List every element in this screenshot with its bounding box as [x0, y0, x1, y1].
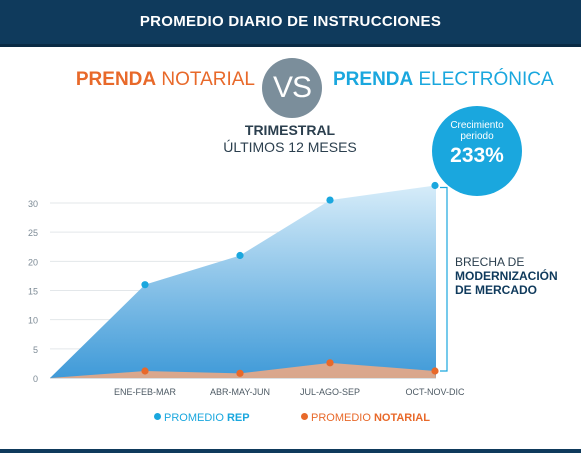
area-rep [50, 185, 436, 378]
comparison-right: PRENDA ELECTRÓNICA [333, 69, 581, 91]
footer-bar [0, 449, 581, 453]
growth-badge: Crecimiento periodo 233% [432, 106, 522, 196]
x-tick-label: ENE-FEB-MAR [114, 387, 177, 397]
gap-label-line1: BRECHA DE [455, 255, 525, 269]
point-notarial-2 [326, 359, 334, 367]
point-rep-2 [326, 196, 334, 204]
y-tick-label: 5 [33, 345, 38, 355]
vs-badge: VS [262, 58, 322, 118]
point-notarial-3 [431, 367, 439, 375]
header-bar: PROMEDIO DIARIO DE INSTRUCCIONES [0, 0, 581, 47]
y-tick-label: 15 [28, 287, 38, 297]
legend-notarial-prefix: PROMEDIO [311, 412, 374, 424]
point-rep-1 [236, 251, 244, 260]
comparison-left: PRENDA NOTARIAL [0, 69, 255, 91]
y-tick-label: 0 [33, 374, 38, 384]
x-tick-label: ABR-MAY-JUN [210, 387, 270, 397]
point-rep-0 [141, 281, 149, 289]
gap-label-line2: MODERNIZACIÓN DE MERCADO [455, 269, 558, 297]
y-tick-label: 10 [28, 316, 38, 326]
point-rep-3 [431, 181, 439, 190]
comparison-left-bold: PRENDA [75, 69, 157, 90]
legend-rep-prefix: PROMEDIO [164, 412, 227, 424]
legend-notarial-dot-icon [301, 413, 308, 420]
chart-title: PROMEDIO DIARIO DE INSTRUCCIONES [139, 13, 442, 30]
comparison-right-bold: PRENDA [333, 69, 414, 90]
legend-rep: PROMEDIO REP [154, 412, 250, 424]
y-tick-label: 30 [28, 199, 38, 209]
x-tick-label: OCT-NOV-DIC [405, 387, 465, 397]
x-tick-label: JUL-AGO-SEP [300, 387, 360, 397]
point-notarial-0 [141, 367, 149, 375]
y-tick-label: 25 [28, 228, 38, 238]
comparison-left-rest: NOTARIAL [156, 69, 255, 90]
period-title: TRIMESTRAL [244, 122, 336, 138]
y-tick-label: 20 [28, 257, 38, 267]
legend-rep-dot-icon [154, 413, 161, 420]
period-subtitle: ÚLTIMOS 12 MESES [223, 139, 357, 155]
growth-value: 233% [450, 144, 504, 167]
growth-label: Crecimiento periodo [450, 120, 504, 142]
gap-bracket [440, 186, 448, 372]
legend-notarial: PROMEDIO NOTARIAL [301, 412, 430, 424]
point-notarial-1 [236, 369, 244, 377]
legend-notarial-bold: NOTARIAL [373, 412, 430, 424]
legend-rep-bold: REP [226, 412, 250, 424]
comparison-right-rest: ELECTRÓNICA [413, 69, 554, 90]
